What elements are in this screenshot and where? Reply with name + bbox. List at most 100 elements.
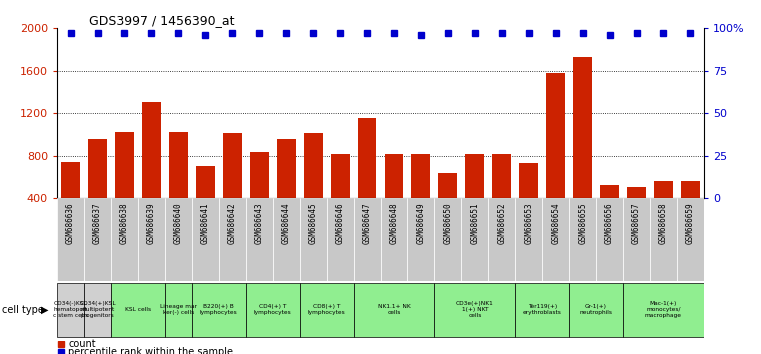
Text: GSM686652: GSM686652 [497,202,506,244]
Bar [300,282,354,337]
Bar [354,282,435,337]
Text: GSM686657: GSM686657 [632,202,641,244]
Text: GSM686639: GSM686639 [147,202,156,244]
Text: GSM686658: GSM686658 [659,202,668,244]
Text: GSM686651: GSM686651 [470,202,479,244]
Bar [654,181,673,241]
Bar [84,282,111,337]
Text: GSM686645: GSM686645 [309,202,317,244]
Bar [569,282,623,337]
Text: GSM686656: GSM686656 [605,202,614,244]
Bar [435,198,461,281]
Bar [84,198,111,281]
Bar [489,198,515,281]
Bar [681,181,700,241]
Bar [438,173,457,241]
Text: GSM686646: GSM686646 [336,202,345,244]
Bar [57,198,84,281]
Text: GSM686636: GSM686636 [66,202,75,244]
Bar [358,118,377,241]
Bar [596,198,623,281]
Text: GSM686637: GSM686637 [93,202,102,244]
Bar [466,154,484,241]
Bar [165,282,192,337]
Bar [300,198,326,281]
Text: CD34(-)KSL
hematopoit
c stem cells: CD34(-)KSL hematopoit c stem cells [53,302,88,318]
Text: Gr-1(+)
neutrophils: Gr-1(+) neutrophils [580,304,613,315]
Text: B220(+) B
lymphocytes: B220(+) B lymphocytes [200,304,237,315]
Bar [115,132,134,241]
Bar [330,154,349,241]
Text: GSM686641: GSM686641 [201,202,210,244]
Bar [354,198,380,281]
Bar [515,282,569,337]
Bar [250,152,269,241]
Bar [600,185,619,241]
Bar [384,154,403,241]
Bar [623,198,650,281]
Text: GSM686649: GSM686649 [416,202,425,244]
Bar [573,57,592,241]
Text: percentile rank within the sample: percentile rank within the sample [68,347,234,354]
Text: GDS3997 / 1456390_at: GDS3997 / 1456390_at [90,14,235,27]
Bar [623,282,704,337]
Bar [196,166,215,241]
Bar [223,133,242,241]
Bar [515,198,543,281]
Bar [192,282,246,337]
Bar [380,198,407,281]
Bar [61,162,80,241]
Bar [407,198,435,281]
Text: GSM686654: GSM686654 [551,202,560,244]
Bar [88,139,107,241]
Text: GSM686659: GSM686659 [686,202,695,244]
Bar [111,198,138,281]
Bar [304,133,323,241]
Text: GSM686648: GSM686648 [390,202,399,244]
Text: count: count [68,339,96,349]
Bar [277,139,295,241]
Bar [435,282,515,337]
Bar [519,163,538,241]
Bar [142,102,161,241]
Bar [219,198,246,281]
Text: GSM686644: GSM686644 [282,202,291,244]
Text: GSM686638: GSM686638 [120,202,129,244]
Bar [326,198,354,281]
Bar [569,198,596,281]
Bar [650,198,677,281]
Text: CD8(+) T
lymphocytes: CD8(+) T lymphocytes [307,304,345,315]
Bar [169,132,188,241]
Text: NK1.1+ NK
cells: NK1.1+ NK cells [377,304,410,315]
Bar [627,187,646,241]
Bar [111,282,165,337]
Bar [543,198,569,281]
Text: GSM686655: GSM686655 [578,202,587,244]
Text: CD34(+)KSL
multipotent
progenitors: CD34(+)KSL multipotent progenitors [79,302,116,318]
Bar [546,73,565,241]
Text: Mac-1(+)
monocytes/
macrophage: Mac-1(+) monocytes/ macrophage [645,302,682,318]
Text: CD3e(+)NK1
1(+) NKT
cells: CD3e(+)NK1 1(+) NKT cells [456,302,494,318]
Text: Ter119(+)
erythroblasts: Ter119(+) erythroblasts [523,304,562,315]
Text: KSL cells: KSL cells [125,307,151,312]
Bar [138,198,165,281]
Bar [246,282,300,337]
Text: cell type: cell type [2,305,44,315]
Text: GSM686642: GSM686642 [228,202,237,244]
Bar [165,198,192,281]
Text: GSM686653: GSM686653 [524,202,533,244]
Text: GSM686650: GSM686650 [444,202,452,244]
Text: CD4(+) T
lymphocytes: CD4(+) T lymphocytes [254,304,291,315]
Bar [677,198,704,281]
Bar [412,154,431,241]
Bar [246,198,272,281]
Bar [272,198,300,281]
Bar [192,198,219,281]
Text: Lineage mar
ker(-) cells: Lineage mar ker(-) cells [160,304,197,315]
Bar [461,198,489,281]
Bar [492,154,511,241]
Text: GSM686647: GSM686647 [362,202,371,244]
Text: GSM686643: GSM686643 [255,202,264,244]
Text: ▶: ▶ [41,305,49,315]
Text: GSM686640: GSM686640 [174,202,183,244]
